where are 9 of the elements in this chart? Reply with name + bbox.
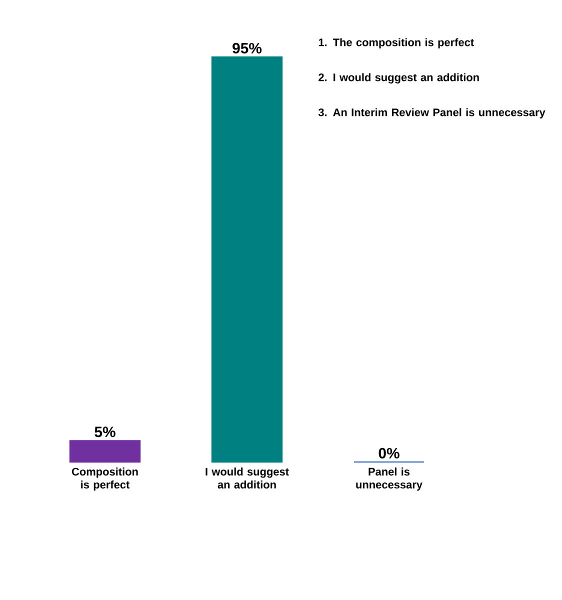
annotation: 3. An Interim Review Panel is unnecessary — [318, 108, 546, 118]
data-label: 0% — [378, 448, 400, 458]
data-label: 95% — [232, 42, 262, 54]
text: 1. The composition is perfect — [318, 38, 474, 48]
data-label: 5% — [94, 426, 116, 438]
x-tick-label: Panel is unnecessary — [356, 468, 422, 491]
annotation: 2. I would suggest an addition — [318, 73, 479, 84]
x-tick-label: Composition is perfect — [72, 468, 138, 491]
x-tick-label: I would suggest an addition — [206, 468, 289, 489]
